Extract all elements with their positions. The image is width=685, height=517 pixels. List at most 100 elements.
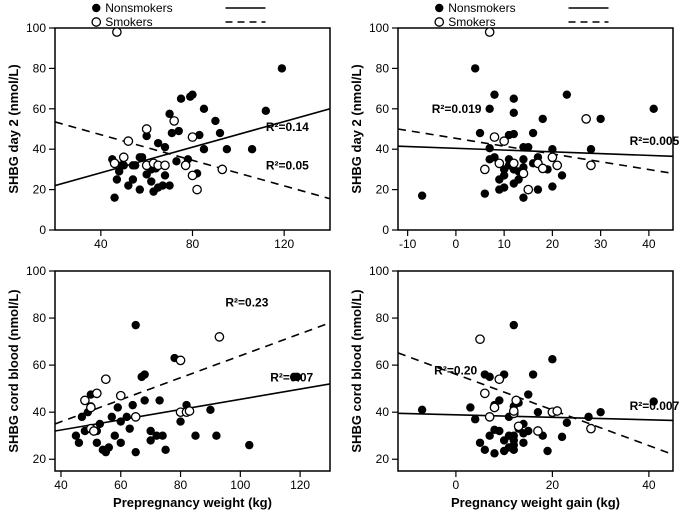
r2-dashed: R²=0.05 (266, 158, 309, 172)
smoker-point (548, 153, 556, 161)
svg-text:100: 100 (368, 21, 388, 35)
svg-text:40: 40 (94, 237, 108, 251)
legend-smokers: Smokers (105, 15, 152, 29)
nonsmoker-point (543, 446, 551, 454)
nonsmoker-point (584, 412, 592, 420)
svg-text:10: 10 (497, 237, 511, 251)
nonsmoker-point (223, 145, 231, 153)
nonsmoker-point (120, 161, 128, 169)
smoker-point (142, 125, 150, 133)
smoker-point (480, 165, 488, 173)
nonsmoker-point (155, 396, 163, 404)
smoker-point (132, 412, 140, 420)
nonsmoker-point (509, 320, 517, 328)
nonsmoker-point (140, 396, 148, 404)
svg-text:40: 40 (642, 237, 656, 251)
nonsmoker-point (509, 95, 517, 103)
smoker-point (495, 375, 503, 383)
svg-text:80: 80 (33, 61, 47, 75)
smoker-point (533, 426, 541, 434)
smoker-point (185, 406, 193, 414)
nonsmoker-point (111, 431, 119, 439)
nonsmoker-point (211, 117, 219, 125)
svg-text:20: 20 (375, 452, 389, 466)
panel-top-right: -10010203040020406080100SHBG day 2 (nmol… (343, 0, 685, 259)
svg-text:40: 40 (375, 405, 389, 419)
svg-text:40: 40 (642, 478, 656, 492)
nonsmoker-point (129, 400, 137, 408)
nonsmoker-point (110, 193, 118, 201)
nonsmoker-point (138, 153, 146, 161)
nonsmoker-point (158, 431, 166, 439)
nonsmoker-point (417, 405, 425, 413)
svg-text:80: 80 (375, 61, 389, 75)
nonsmoker-point (75, 438, 83, 446)
svg-text:40: 40 (375, 142, 389, 156)
smoker-point (188, 133, 196, 141)
nonsmoker-point (200, 145, 208, 153)
smoker-point (524, 185, 532, 193)
nonsmoker-point (123, 412, 131, 420)
smoker-point (490, 133, 498, 141)
svg-text:0: 0 (382, 223, 389, 237)
nonsmoker-point (108, 412, 116, 420)
smoker-point (110, 159, 118, 167)
legend-nonsmokers: Nonsmokers (448, 1, 515, 15)
svg-text:0: 0 (452, 237, 459, 251)
svg-text:100: 100 (26, 21, 46, 35)
legend-nonsmokers: Nonsmokers (105, 1, 172, 15)
r2-dashed: R²=0.019 (431, 102, 481, 116)
smoker-point (117, 391, 125, 399)
nonsmoker-point (495, 426, 503, 434)
nonsmoker-point (649, 105, 657, 113)
nonsmoker-point (113, 175, 121, 183)
nonsmoker-point (278, 64, 286, 72)
r2-solid: R²=0.07 (270, 370, 313, 384)
svg-text:100: 100 (368, 264, 388, 278)
smoker-point (490, 403, 498, 411)
nonsmoker-point (132, 320, 140, 328)
svg-text:40: 40 (33, 142, 47, 156)
nonsmoker-point (524, 426, 532, 434)
svg-text:20: 20 (545, 478, 559, 492)
y-axis-title: SHBG cord blood (nmol/L) (349, 289, 364, 452)
smoker-point (586, 424, 594, 432)
svg-text:120: 120 (274, 237, 294, 251)
nonsmoker-point (538, 115, 546, 123)
smoker-point (586, 161, 594, 169)
smoker-point (475, 335, 483, 343)
nonsmoker-point (262, 107, 270, 115)
nonsmoker-point (490, 90, 498, 98)
smoker-point (538, 164, 546, 172)
smoker-point (102, 375, 110, 383)
r2-dashed: R²=0.23 (225, 295, 268, 309)
smoker-point (480, 389, 488, 397)
nonsmoker-point (172, 157, 180, 165)
smoker-point (553, 406, 561, 414)
nonsmoker-point (524, 143, 532, 151)
smoker-point (218, 165, 226, 173)
nonsmoker-point (105, 443, 113, 451)
nonsmoker-point (248, 145, 256, 153)
nonsmoker-point (533, 185, 541, 193)
chart-grid: 4080120020406080100SHBG day 2 (nmol/L)R²… (0, 0, 685, 517)
nonsmoker-point (176, 417, 184, 425)
nonsmoker-point (480, 189, 488, 197)
panel-bottom-right: 0204020406080100SHBG cord blood (nmol/L)… (343, 259, 685, 517)
svg-text:60: 60 (33, 102, 47, 116)
svg-text:60: 60 (375, 102, 389, 116)
smoker-point (193, 185, 201, 193)
svg-text:40: 40 (33, 405, 47, 419)
x-axis-title: Prepregnancy weight (kg) (113, 495, 272, 510)
smoker-point (124, 137, 132, 145)
nonsmoker-point (562, 418, 570, 426)
nonsmoker-point (528, 370, 536, 378)
smoker-point (90, 426, 98, 434)
smoker-point (161, 161, 169, 169)
nonsmoker-point (509, 130, 517, 138)
smoker-point (509, 406, 517, 414)
smoker-point (485, 412, 493, 420)
r2-dashed: R²=0.20 (434, 363, 477, 377)
svg-text:80: 80 (174, 478, 188, 492)
svg-text:60: 60 (114, 478, 128, 492)
